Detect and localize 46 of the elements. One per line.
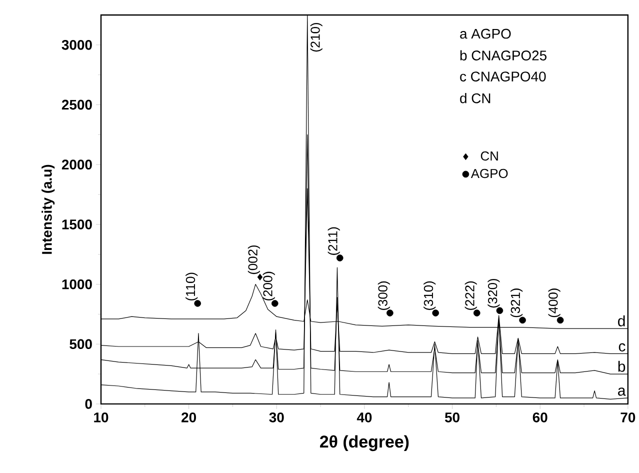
y-tick-label: 2000 [62, 160, 92, 170]
annotation: a AGPO [460, 28, 511, 39]
point [496, 307, 504, 314]
annotation: (400) [548, 288, 560, 318]
x-tick-label: 50 [444, 412, 460, 422]
annotation: (211) [328, 227, 340, 255]
annotation: d CN [460, 93, 490, 104]
point [271, 300, 278, 307]
series-label: a [618, 388, 626, 396]
annotation: (210) [310, 23, 322, 52]
point [473, 310, 480, 316]
series-label: c [618, 343, 626, 352]
point [386, 310, 394, 316]
y-tick-label: 500 [70, 339, 92, 350]
series-label: b [618, 360, 626, 372]
x-tick-label: 30 [269, 412, 284, 422]
annotation: (320) [488, 279, 500, 308]
y-tick-label: 1500 [62, 220, 92, 230]
legend-label: AGPO [470, 168, 508, 178]
point [519, 316, 526, 324]
point [556, 316, 564, 324]
point [432, 310, 439, 316]
annotation: (200) [262, 272, 275, 300]
legend-label: CN [480, 151, 498, 161]
annotation: (222) [464, 281, 477, 310]
annotation: (002) [248, 245, 260, 274]
x-axis-title: 2θ (degree) [320, 435, 409, 452]
y-tick-label: 0 [85, 399, 92, 409]
y-tick-label: 1000 [62, 279, 92, 290]
y-tick-label: 2500 [62, 100, 92, 110]
annotation: (110) [186, 272, 198, 300]
x-tick-label: 40 [356, 412, 372, 422]
point [336, 254, 344, 262]
annotation: b CNAGPO25 [460, 50, 546, 60]
series-label: d [618, 315, 625, 326]
annotation: (321) [510, 288, 523, 318]
annotation: (310) [424, 281, 436, 310]
y-tick-label: 3000 [62, 40, 92, 50]
y-axis-title: Intensity (a.u) [42, 164, 55, 254]
x-tick-label: 20 [182, 412, 196, 422]
point [194, 300, 201, 307]
x-tick-label: 60 [532, 412, 548, 422]
x-tick-label: 70 [620, 412, 636, 422]
annotation: (300) [378, 281, 390, 310]
annotation: c CNAGPO40 [460, 72, 546, 82]
x-tick-label: 10 [94, 412, 108, 422]
